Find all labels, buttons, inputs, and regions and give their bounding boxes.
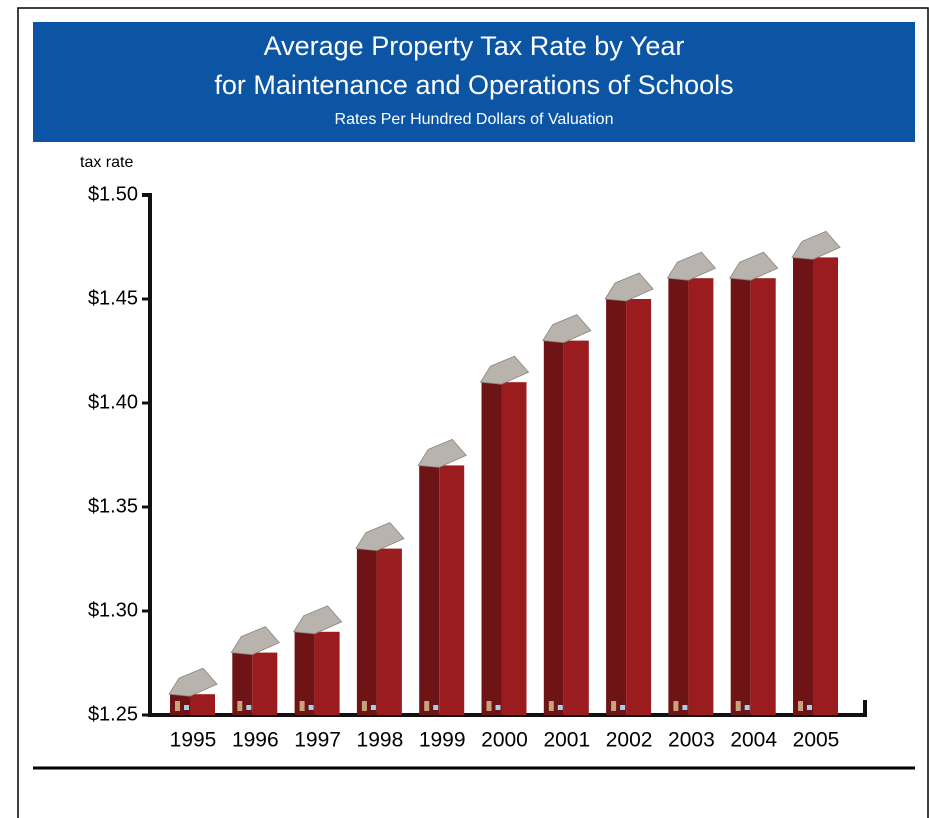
bar (813, 257, 838, 715)
x-tick-label: 1998 (357, 729, 404, 752)
bar-side (294, 631, 315, 715)
y-tick-label: $1.40 (88, 391, 138, 413)
roof (604, 272, 654, 302)
y-tick-label: $1.50 (88, 183, 138, 205)
roof (666, 251, 717, 281)
frame (17, 7, 929, 818)
chart-subtitle: for Maintenance and Operations of School… (214, 70, 733, 100)
window (184, 705, 189, 710)
bar (563, 340, 589, 715)
door (673, 701, 679, 711)
x-tick-label: 2005 (793, 729, 840, 752)
bar (252, 652, 278, 715)
door (361, 701, 367, 711)
x-tick-label: 1996 (232, 729, 279, 752)
window (807, 705, 812, 710)
x-tick-label: 1999 (419, 729, 466, 752)
window (744, 705, 750, 710)
bar (750, 278, 776, 715)
door (175, 701, 180, 711)
roof (417, 438, 467, 468)
x-tick-label: 2002 (606, 729, 653, 752)
roof (542, 314, 592, 344)
bar-side (793, 257, 813, 715)
x-tick-label: 2001 (543, 729, 590, 752)
door (486, 701, 492, 711)
door (237, 701, 243, 711)
y-tick-label: $1.30 (88, 599, 138, 621)
bar (190, 694, 215, 715)
chart-title: Average Property Tax Rate by Year (264, 31, 685, 61)
header (33, 22, 915, 142)
roof (168, 667, 218, 697)
chart-note: Rates Per Hundred Dollars of Valuation (335, 111, 614, 128)
window (620, 705, 626, 710)
window (433, 705, 439, 710)
roof (292, 605, 343, 635)
roof (791, 230, 841, 260)
bar-side (730, 278, 751, 715)
x-tick-label: 1997 (294, 729, 341, 752)
bar-side (481, 382, 502, 715)
bar-side (356, 548, 377, 715)
x-tick-label: 2003 (668, 729, 715, 752)
x-tick-label: 2004 (730, 729, 777, 752)
bar (376, 548, 402, 715)
door (424, 701, 430, 711)
bar-side (232, 652, 253, 715)
door (299, 701, 305, 711)
bar (314, 631, 340, 715)
door (611, 701, 617, 711)
window (308, 705, 314, 710)
roof (729, 251, 779, 281)
roof (355, 522, 405, 552)
door (735, 701, 741, 711)
bar-side (543, 340, 564, 715)
bar-side (606, 299, 627, 715)
y-tick-label: $1.35 (88, 495, 138, 517)
y-tick-label: $1.25 (88, 703, 138, 725)
bar (688, 278, 714, 715)
bar (626, 299, 652, 715)
y-axis-label: tax rate (80, 154, 133, 171)
y-tick-label: $1.45 (88, 287, 138, 309)
x-tick-label: 1995 (170, 729, 217, 752)
window (557, 705, 563, 710)
window (682, 705, 688, 710)
door (798, 701, 803, 711)
window (246, 705, 252, 710)
door (548, 701, 554, 711)
roof (230, 626, 280, 656)
bar-side (419, 465, 440, 715)
bar-side (668, 278, 689, 715)
roof (479, 355, 530, 385)
x-tick-label: 2000 (481, 729, 528, 752)
bar (501, 382, 527, 715)
window (495, 705, 501, 710)
window (370, 705, 376, 710)
bar (439, 465, 465, 715)
